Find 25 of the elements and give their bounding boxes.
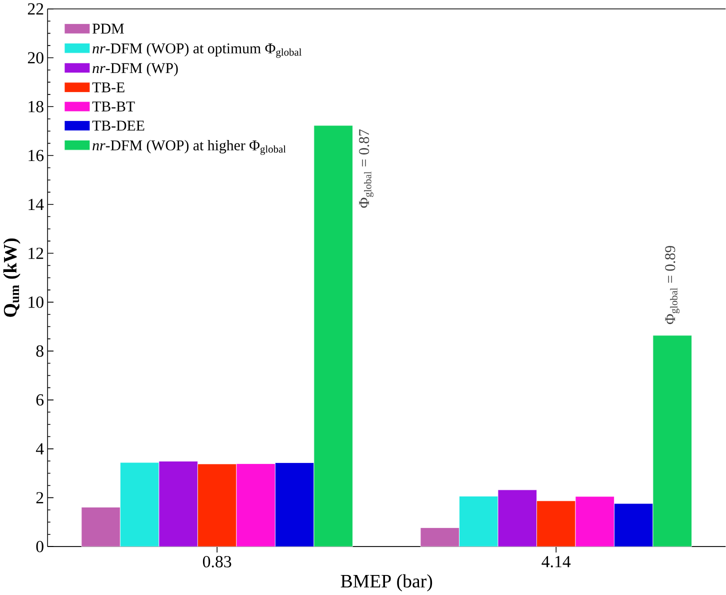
annotation: Φ$_{global}$ = 0.89 — [665, 246, 680, 324]
y-tick-label: 8 — [36, 346, 44, 357]
annotation: Φ$_{global}$ = 0.87 — [359, 130, 374, 208]
y-tick-label: 18 — [28, 101, 44, 112]
x-axis-title: BMEP (bar) — [340, 574, 432, 592]
legend-label: nr-DFM (WP) — [92, 62, 178, 76]
y-tick-label: 6 — [36, 394, 44, 406]
y-tick-label: 14 — [28, 198, 44, 210]
legend-label: TB-E — [92, 82, 124, 92]
y-tick-label: 20 — [28, 52, 44, 64]
y-tick-label: 0 — [36, 541, 44, 552]
y-tick-label: 10 — [28, 296, 44, 308]
text: Q$_{um}$ (kW) — [3, 238, 20, 317]
x-tick-label: 4.14 — [542, 556, 571, 568]
legend-label: nr-DFM (WOP) at optimum Φ$_{global}$ — [92, 43, 302, 58]
x-tick-label: 0.83 — [202, 556, 232, 568]
y-tick-label: 4 — [36, 443, 44, 455]
y-tick-label: 16 — [28, 150, 44, 162]
y-tick-label: 2 — [36, 492, 44, 504]
legend-label: TB-DEE — [92, 120, 144, 131]
legend-label: TB-BT — [92, 102, 135, 112]
y-tick-label: 22 — [28, 3, 44, 15]
legend-label: nr-DFM (WOP) at higher Φ$_{global}$ — [92, 140, 286, 155]
legend-label: PDM — [92, 24, 124, 34]
y-tick-label: 12 — [28, 248, 44, 260]
